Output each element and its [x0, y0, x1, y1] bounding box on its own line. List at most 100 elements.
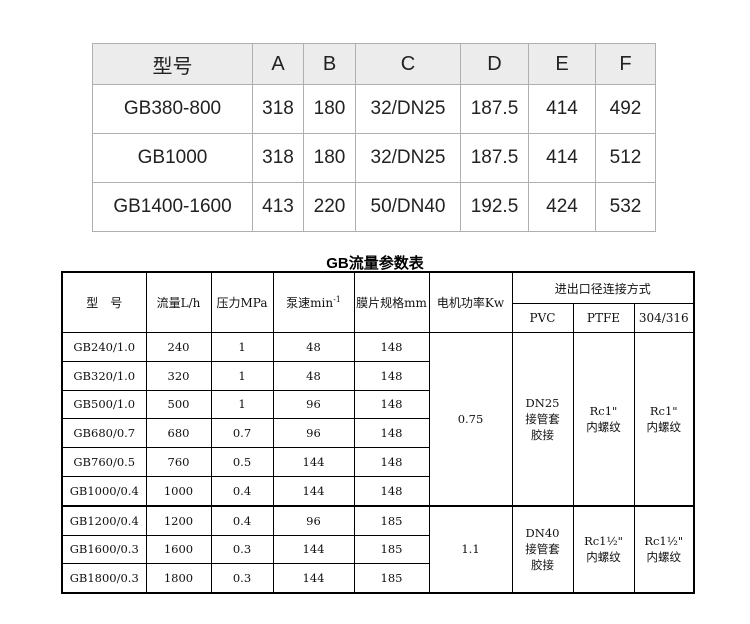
table-cell: 144 — [272, 563, 355, 594]
table-cell: 148 — [353, 360, 430, 391]
table-header-row: 型号 A B C D E F — [92, 43, 656, 85]
table-cell: 1800 — [145, 563, 212, 594]
table-cell: 96 — [272, 418, 355, 449]
table-cell: GB380-800 — [92, 84, 253, 134]
header-cell: B — [303, 43, 356, 85]
header-cell: F — [595, 43, 656, 85]
table-cell: 320 — [145, 360, 212, 391]
table-cell: 144 — [272, 447, 355, 477]
header-speed-sup: -1 — [333, 295, 341, 304]
header-pressure: 压力MPa — [210, 271, 274, 333]
table-cell: 180 — [303, 133, 356, 183]
table-cell: 0.4 — [210, 504, 274, 536]
table-cell: GB1000/0.4 — [61, 475, 147, 507]
group-ss-cell: Rc1" 内螺纹 — [633, 331, 695, 507]
table-cell: GB1800/0.3 — [61, 563, 147, 594]
table-row: GB1000 318 180 32/DN25 187.5 414 512 — [92, 133, 656, 183]
table-cell: GB1200/0.4 — [61, 504, 147, 536]
table-row: GB1800/0.3 1800 0.3 144 185 — [61, 563, 694, 594]
table-cell: 144 — [272, 475, 355, 507]
flow-table-title: GB流量参数表 — [326, 255, 424, 272]
table-cell: 413 — [252, 182, 304, 232]
dimensions-table: 型号 A B C D E F GB380-800 318 180 32/DN25 187.5 414 49… — [92, 43, 656, 232]
group-ptfe-cell: Rc1" 内螺纹 — [572, 331, 635, 507]
table-row: GB240/1.0 240 1 48 148 0.75 DN25 接管套 胶接 Rc1" 内螺… — [61, 331, 695, 507]
table-cell: 1000 — [145, 475, 212, 507]
table-cell: GB1600/0.3 — [61, 534, 147, 565]
header-cell: E — [528, 43, 596, 85]
table-cell: 220 — [303, 182, 356, 232]
group-pvc-cell: DN25 接管套 胶接 — [511, 331, 574, 507]
header-pvc: PVC — [511, 303, 574, 333]
table-row: GB1200/0.4 1200 0.4 96 185 1.1 DN40 接管套 胶接 Rc1½… — [61, 504, 695, 594]
header-power: 电机功率Kw — [428, 271, 513, 333]
table-cell: GB680/0.7 — [61, 418, 147, 449]
group-power-cell: 0.75 — [428, 331, 513, 507]
table-cell: 532 — [595, 182, 656, 232]
table-cell: 96 — [272, 389, 355, 420]
table-cell: GB500/1.0 — [61, 389, 147, 420]
table-cell: 0.3 — [210, 563, 274, 594]
table-cell: 1 — [210, 332, 274, 362]
group-ptfe-cell: Rc1½" 内螺纹 — [572, 504, 635, 594]
table-cell: 0.7 — [210, 418, 274, 449]
table-cell: 185 — [353, 504, 430, 536]
table-row: GB1000/0.4 1000 0.4 144 148 — [61, 475, 694, 507]
table-cell: 32/DN25 — [355, 133, 461, 183]
table-cell: 148 — [353, 418, 430, 449]
group-pvc-cell: DN40 接管套 胶接 — [511, 504, 574, 594]
table-cell: GB320/1.0 — [61, 360, 147, 391]
table-cell: 1 — [210, 360, 274, 391]
table-cell: 1200 — [145, 504, 212, 536]
group-power-cell: 1.1 — [428, 504, 513, 594]
flow-parameter-table: 型 号 流量L/h 压力MPa 泵速min-1 膜片规格mm 电机功率Kw 进出… — [61, 271, 695, 595]
table-cell: 318 — [252, 84, 304, 134]
table-cell: 32/DN25 — [355, 84, 461, 134]
table-cell: 760 — [145, 447, 212, 477]
table-cell: 148 — [353, 475, 430, 507]
table-cell: 148 — [353, 447, 430, 477]
table-cell: 424 — [528, 182, 596, 232]
table-row: GB500/1.0 500 1 96 148 — [61, 389, 694, 420]
header-flow: 流量L/h — [145, 271, 212, 333]
table-cell: 50/DN40 — [355, 182, 461, 232]
table-cell: 1600 — [145, 534, 212, 565]
header-speed-label: 泵速min — [286, 296, 334, 310]
table-cell: 1 — [210, 389, 274, 420]
table-cell: 240 — [145, 332, 212, 362]
table-row: GB760/0.5 760 0.5 144 148 — [61, 447, 694, 477]
table-cell: 185 — [353, 563, 430, 594]
header-ptfe: PTFE — [572, 303, 635, 333]
table-cell: 512 — [595, 133, 656, 183]
table-cell: 500 — [145, 389, 212, 420]
header-cell: 型号 — [92, 43, 253, 85]
table-row: GB1400-1600 413 220 50/DN40 192.5 424 532 — [92, 182, 656, 232]
table-cell: 187.5 — [460, 133, 529, 183]
table-cell: 185 — [353, 534, 430, 565]
table-cell: 0.5 — [210, 447, 274, 477]
table-cell: 318 — [252, 133, 304, 183]
table-cell: 180 — [303, 84, 356, 134]
table-cell: 192.5 — [460, 182, 529, 232]
table-cell: 414 — [528, 133, 596, 183]
table-cell: 414 — [528, 84, 596, 134]
table-cell: GB1000 — [92, 133, 253, 183]
table-cell: 96 — [272, 504, 355, 536]
table-cell: 0.3 — [210, 534, 274, 565]
header-connection: 进出口径连接方式 — [511, 271, 695, 304]
table-row: GB320/1.0 320 1 48 148 — [61, 360, 694, 391]
header-ss: 304/316 — [633, 303, 695, 333]
table-cell: GB760/0.5 — [61, 447, 147, 477]
header-diaphragm: 膜片规格mm — [353, 271, 430, 333]
table-cell: 148 — [353, 332, 430, 362]
table-cell: 0.4 — [210, 475, 274, 507]
table-row: GB380-800 318 180 32/DN25 187.5 414 492 — [92, 84, 656, 134]
table-cell: 680 — [145, 418, 212, 449]
table-cell: 48 — [272, 360, 355, 391]
table-cell: 48 — [272, 332, 355, 362]
table-cell: 187.5 — [460, 84, 529, 134]
header-speed: 泵速min-1 — [272, 271, 355, 333]
group-ss-cell: Rc1½" 内螺纹 — [633, 504, 695, 594]
table-cell: 492 — [595, 84, 656, 134]
table-cell: 144 — [272, 534, 355, 565]
